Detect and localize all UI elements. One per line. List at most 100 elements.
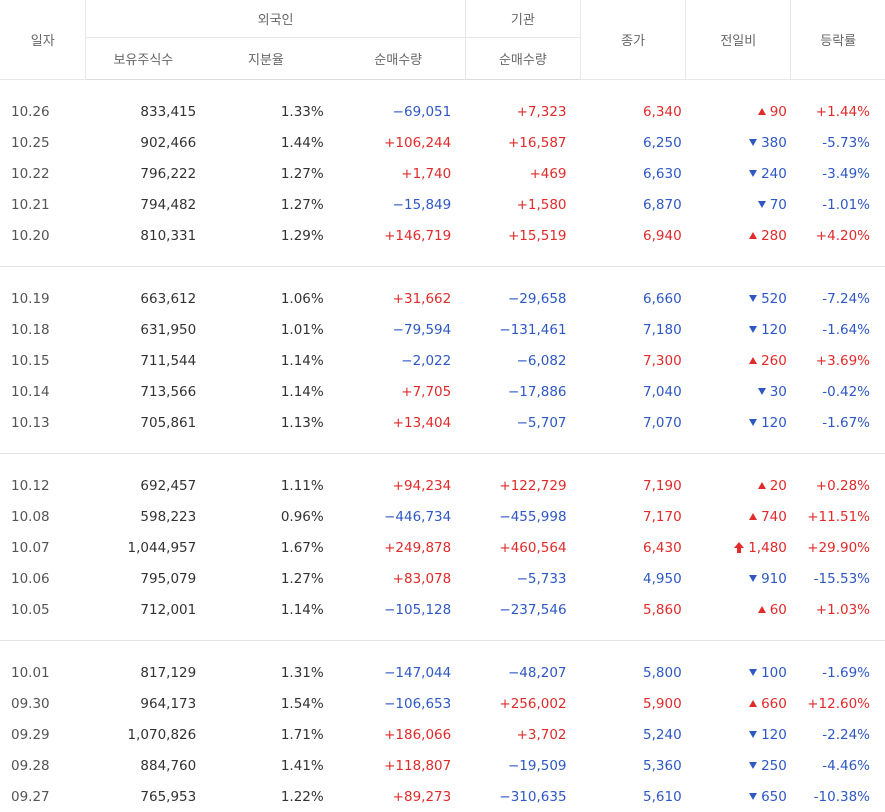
row-foreign-net: +83,078 (332, 563, 466, 594)
row-foreign-net: −147,044 (332, 657, 466, 688)
row-foreign-net: +7,705 (332, 376, 466, 407)
row-date: 10.14 (0, 376, 86, 407)
triangle-up-icon (749, 700, 757, 707)
row-holdings: 796,222 (86, 158, 200, 189)
row-close: 7,170 (581, 501, 686, 532)
triangle-down-icon (749, 762, 757, 769)
row-date: 10.20 (0, 220, 86, 251)
row-inst-net: −6,082 (465, 345, 580, 376)
row-change: 60 (686, 594, 791, 625)
row-ratio: 1.11% (200, 470, 331, 501)
row-close: 4,950 (581, 563, 686, 594)
row-inst-net: +460,564 (465, 532, 580, 563)
triangle-down-icon (749, 139, 757, 146)
row-foreign-net: +106,244 (332, 127, 466, 158)
row-close: 7,070 (581, 407, 686, 438)
row-inst-net: −17,886 (465, 376, 580, 407)
row-change: 910 (686, 563, 791, 594)
row-holdings: 598,223 (86, 501, 200, 532)
change-value: 120 (761, 322, 787, 338)
row-date: 10.05 (0, 594, 86, 625)
row-inst-net: +122,729 (465, 470, 580, 501)
change-value: 90 (770, 104, 787, 120)
row-foreign-net: −105,128 (332, 594, 466, 625)
row-date: 10.21 (0, 189, 86, 220)
row-holdings: 810,331 (86, 220, 200, 251)
change-value: 260 (761, 353, 787, 369)
row-inst-net: −237,546 (465, 594, 580, 625)
row-close: 6,940 (581, 220, 686, 251)
row-date: 10.18 (0, 314, 86, 345)
change-value: 280 (761, 228, 787, 244)
row-date: 10.22 (0, 158, 86, 189)
row-inst-net: +3,702 (465, 719, 580, 750)
row-ratio: 1.67% (200, 532, 331, 563)
row-change: 260 (686, 345, 791, 376)
row-close: 7,300 (581, 345, 686, 376)
triangle-down-icon (749, 731, 757, 738)
row-change: 280 (686, 220, 791, 251)
row-foreign-net: +186,066 (332, 719, 466, 750)
row-close: 6,250 (581, 127, 686, 158)
group-separator (0, 267, 885, 284)
row-rate: -1.69% (791, 657, 885, 688)
header-close: 종가 (581, 0, 686, 80)
triangle-up-icon (749, 357, 757, 364)
group-separator (0, 641, 885, 658)
row-ratio: 1.13% (200, 407, 331, 438)
row-close: 7,190 (581, 470, 686, 501)
header-ratio: 지분율 (200, 38, 331, 80)
header-date: 일자 (0, 0, 86, 80)
row-rate: +29.90% (791, 532, 885, 563)
row-rate: -1.01% (791, 189, 885, 220)
row-change: 70 (686, 189, 791, 220)
change-value: 120 (761, 727, 787, 743)
row-rate: +11.51% (791, 501, 885, 532)
change-value: 740 (761, 509, 787, 525)
triangle-up-icon (758, 108, 766, 115)
change-value: 380 (761, 135, 787, 151)
row-date: 09.29 (0, 719, 86, 750)
row-close: 7,040 (581, 376, 686, 407)
change-value: 650 (761, 789, 787, 805)
triangle-down-icon (749, 170, 757, 177)
group-separator (0, 454, 885, 471)
row-inst-net: −455,998 (465, 501, 580, 532)
row-close: 7,180 (581, 314, 686, 345)
row-date: 10.13 (0, 407, 86, 438)
row-date: 10.08 (0, 501, 86, 532)
row-holdings: 1,044,957 (86, 532, 200, 563)
row-foreign-net: +89,273 (332, 781, 466, 812)
row-ratio: 1.14% (200, 594, 331, 625)
row-holdings: 817,129 (86, 657, 200, 688)
row-close: 5,800 (581, 657, 686, 688)
row-date: 10.15 (0, 345, 86, 376)
row-holdings: 1,070,826 (86, 719, 200, 750)
row-ratio: 1.44% (200, 127, 331, 158)
row-ratio: 1.27% (200, 189, 331, 220)
row-date: 10.19 (0, 283, 86, 314)
row-rate: -10.38% (791, 781, 885, 812)
row-inst-net: −5,733 (465, 563, 580, 594)
row-inst-net: −29,658 (465, 283, 580, 314)
row-change: 120 (686, 407, 791, 438)
row-foreign-net: +13,404 (332, 407, 466, 438)
row-inst-net: −310,635 (465, 781, 580, 812)
change-value: 30 (770, 384, 787, 400)
row-close: 5,360 (581, 750, 686, 781)
